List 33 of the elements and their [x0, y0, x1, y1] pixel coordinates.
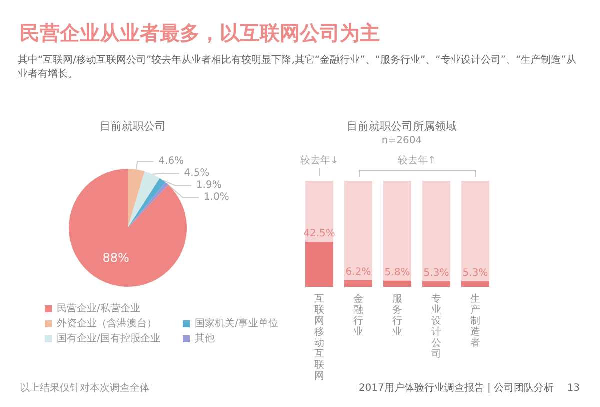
data-label: 5.3% — [424, 268, 450, 279]
legend-label: 国有企业/国有控股企业 — [57, 332, 160, 344]
text: 2017用户体验行业调查报告 | 公司团队分析 13 — [358, 382, 580, 395]
text: 其中“互联网/移动互联网公司”较去年从业者相比有较明显下降,其它“金融行业”、“服务行业”、“专业设计公司”、“生产制造”从业者有增长。 — [18, 54, 578, 82]
x-tick-label: 金融行业 — [354, 294, 364, 338]
data-label: 42.5% — [304, 228, 336, 240]
bar — [344, 280, 372, 287]
data-label: 1.0% — [204, 192, 230, 204]
data-label: 4.5% — [184, 168, 210, 180]
text: 较去年↑ — [398, 154, 436, 166]
bar — [384, 280, 412, 287]
legend-label: 外资企业（含港澳台） — [57, 318, 157, 330]
data-label: 6.2% — [346, 266, 372, 278]
chart-title: 目前就职公司 — [100, 120, 166, 133]
bar — [462, 281, 490, 287]
data-label: 88% — [102, 251, 130, 266]
legend-label: 民营企业/私营企业 — [57, 302, 140, 314]
bar — [422, 281, 450, 287]
x-tick-label: 服务行业 — [392, 294, 402, 338]
data-label: 4.6% — [158, 156, 184, 168]
text: 民营企业从业者最多，以互联网公司为主 — [20, 20, 380, 47]
legend-label: 国家机关/事业单位 — [195, 318, 278, 330]
legend-label: 其他 — [195, 332, 215, 344]
data-label: 5.8% — [384, 267, 410, 278]
x-tick-label: 互联网移动互联网 — [314, 294, 324, 382]
chart-title: 目前就职公司所属领域 — [347, 120, 457, 133]
text: 以上结果仅针对本次调查全体 — [20, 382, 150, 395]
data-label: 1.9% — [196, 180, 222, 192]
x-tick-label: 生产制造者 — [470, 294, 480, 349]
text: 较去年↓ — [300, 154, 339, 166]
data-label: 5.3% — [462, 268, 488, 279]
chart-subtitle: n=2604 — [382, 136, 422, 146]
x-tick-label: 专业设计公司 — [432, 294, 442, 360]
